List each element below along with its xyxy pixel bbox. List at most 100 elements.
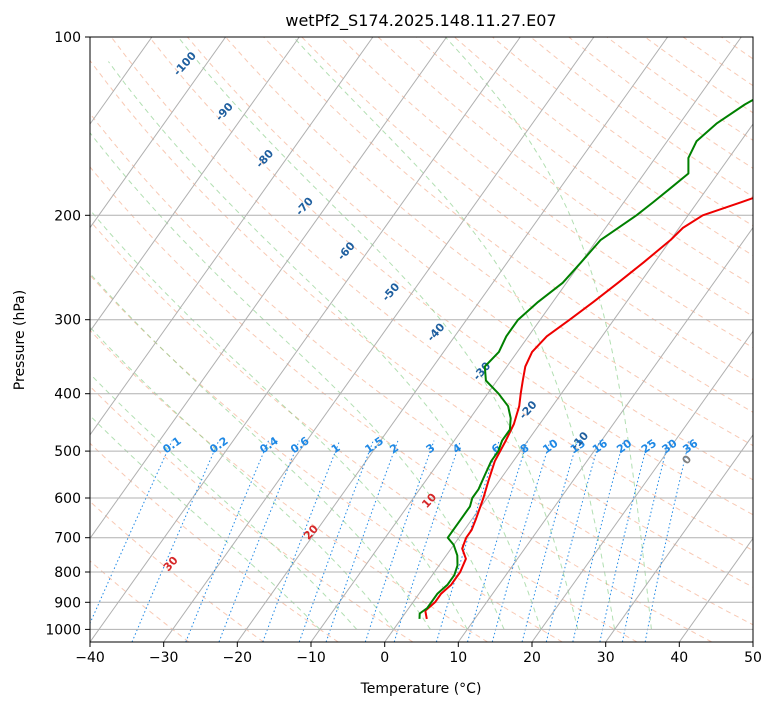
skew-line-label: -70	[293, 194, 316, 218]
y-tick-label: 200	[54, 208, 81, 224]
mixing-ratio-label: 25	[639, 437, 659, 456]
x-tick-label: −20	[223, 650, 253, 666]
isotherm-line	[90, 37, 448, 540]
theta-e-label: 20	[301, 522, 321, 542]
dry-adiabat	[301, 37, 753, 381]
dry-adiabat	[492, 37, 753, 227]
dry-adiabat	[90, 274, 563, 642]
isotherm-line	[531, 330, 753, 642]
mixing-ratio-line	[545, 440, 600, 642]
mixing-ratio-line	[572, 440, 625, 642]
dry-adiabat	[90, 329, 488, 642]
mixing-ratio-line	[491, 440, 551, 642]
y-tick-label: 500	[54, 444, 81, 460]
mixing-ratio-label: 30	[660, 437, 680, 457]
x-tick-label: 50	[744, 650, 762, 666]
dry-adiabat	[110, 37, 753, 552]
dry-adiabat	[90, 166, 712, 642]
line-labels: 0.1 0.2 0.4 0.6 1 1.5 2 3 4 6 8 10 13 16 20 25 30 36-100-…	[21, 49, 700, 604]
x-tick-label: −40	[75, 650, 105, 666]
mixing-ratio-line	[435, 440, 500, 642]
mixing-ratio-label: 0.6	[288, 434, 312, 456]
isotherm-line	[90, 37, 521, 642]
isotherm-line	[90, 37, 227, 229]
dry-adiabat	[90, 220, 638, 642]
y-tick-label: 300	[54, 313, 81, 329]
temperature-line	[424, 197, 753, 620]
mixing-ratio-label: 0.1	[160, 434, 183, 456]
mixing-ratio-label: 20	[614, 437, 634, 457]
isotherm-line	[90, 37, 300, 333]
y-tick-label: 400	[54, 387, 81, 403]
x-tick-label: 40	[670, 650, 688, 666]
mixing-ratio-label: 0.2	[207, 434, 230, 456]
mixing-ratio-line	[298, 440, 374, 642]
mixing-ratio-label: 10	[540, 437, 560, 457]
moist-adiabat	[293, 37, 616, 630]
x-axis-label: Temperature (°C)	[360, 681, 482, 697]
mixing-ratio-label: 1	[329, 441, 343, 456]
theta-e-label: 40	[21, 584, 41, 604]
y-tick-label: 1000	[45, 622, 81, 638]
mixing-ratio-line	[599, 440, 649, 642]
profile-series	[418, 98, 753, 620]
mixing-ratio-line	[185, 440, 270, 642]
mixing-ratio-line	[325, 440, 399, 642]
x-tick-label: −30	[149, 650, 179, 666]
skew-line-label: -100	[171, 49, 199, 78]
dewpoint-line	[418, 98, 753, 619]
skew-line-label: -80	[253, 147, 276, 171]
dry-adiabat	[225, 37, 753, 447]
x-tick-label: 0	[380, 650, 389, 666]
dry-adiabat	[90, 385, 414, 642]
dry-adiabat	[90, 500, 264, 642]
theta-e-label: 10	[419, 490, 439, 510]
moist-adiabat	[444, 37, 652, 630]
isotherm-line	[384, 123, 753, 642]
plot-frame	[89, 36, 754, 643]
dry-adiabat	[90, 560, 190, 642]
mixing-ratio-label: 8	[518, 441, 532, 456]
skew-line-label: -50	[379, 280, 402, 304]
dry-adiabat	[148, 37, 753, 516]
moist-adiabat	[107, 61, 542, 630]
isotherm-line	[678, 537, 753, 642]
moist-adiabat	[90, 272, 431, 630]
skew-line-label: -60	[335, 239, 358, 263]
dry-adiabat	[644, 37, 753, 114]
isotherm-line	[236, 37, 669, 642]
moist-adiabat	[90, 373, 358, 630]
x-tick-label: 10	[449, 650, 467, 666]
y-axis: 100 200 300 400 500 600 700 800 900 1000	[45, 30, 90, 638]
y-tick-label: 900	[54, 595, 81, 611]
dry-adiabat	[415, 37, 753, 287]
mixing-ratio-label: 0.4	[257, 434, 281, 456]
moist-adiabat	[90, 132, 505, 630]
pressure-gridlines	[90, 37, 753, 630]
dry-adiabat	[339, 37, 753, 349]
x-axis: −40 −30 −20 −10 0 10 20 30 40 50	[75, 642, 762, 666]
isotherm-line	[0, 37, 5, 642]
background-lines	[0, 37, 775, 642]
y-tick-label: 700	[54, 531, 81, 547]
dry-adiabat	[721, 37, 753, 60]
y-tick-label: 800	[54, 565, 81, 581]
mixing-ratio-label: 2	[387, 441, 401, 456]
mixing-ratio-line	[621, 440, 669, 642]
mixing-ratio-line	[467, 440, 529, 642]
dry-adiabat	[454, 37, 753, 257]
x-tick-label: 20	[523, 650, 541, 666]
isotherm-line	[605, 433, 753, 642]
theta-e-label: 30	[161, 554, 181, 574]
isotherm-line	[457, 226, 753, 642]
isotherm-line	[90, 37, 374, 436]
y-tick-label: 600	[54, 491, 81, 507]
isotherm-line	[752, 641, 753, 642]
mixing-ratio-label: 3	[424, 441, 438, 456]
dry-adiabat	[682, 37, 753, 87]
dry-adiabat	[759, 37, 775, 642]
mixing-ratio-line	[131, 440, 220, 642]
dry-adiabat	[90, 112, 753, 626]
dry-adiabat	[90, 442, 339, 642]
